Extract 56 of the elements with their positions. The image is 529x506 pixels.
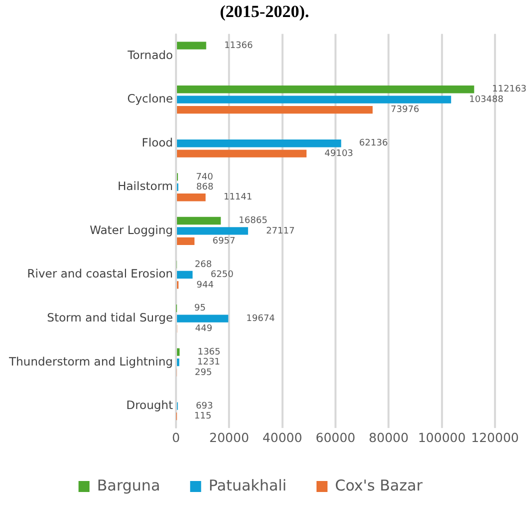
- bar: [176, 140, 342, 148]
- data-label: 268: [194, 260, 212, 270]
- y-tick-label: Hailstorm: [118, 179, 173, 194]
- y-tick-label: Thunderstorm and Lightning: [8, 354, 173, 368]
- data-label: 62136: [359, 138, 388, 149]
- legend-label: Cox's Bazar: [334, 476, 424, 494]
- data-label: 11141: [224, 192, 252, 203]
- data-label: 449: [195, 324, 213, 334]
- data-label: 6250: [210, 270, 234, 280]
- data-label: 112163: [492, 84, 527, 95]
- y-tick-label: River and coastal Erosion: [27, 266, 173, 281]
- y-tick-label: Storm and tidal Surge: [47, 310, 173, 325]
- bar: [176, 106, 373, 114]
- data-label: 693: [196, 401, 214, 412]
- data-label: 1365: [198, 347, 221, 358]
- y-tick-label: Water Logging: [90, 222, 173, 237]
- bar: [176, 314, 228, 322]
- bar: [176, 216, 221, 225]
- bar: [176, 96, 452, 104]
- x-tick-label: 60000: [316, 430, 356, 445]
- bar: [176, 227, 248, 235]
- data-label: 1231: [197, 358, 220, 368]
- data-label: 11366: [224, 40, 254, 51]
- x-tick-label: 0: [172, 430, 180, 445]
- legend-label: Patuakhali: [208, 476, 287, 494]
- data-label: 295: [194, 368, 212, 378]
- x-tick-label: 20000: [209, 430, 250, 445]
- data-label: 27117: [266, 226, 295, 236]
- data-label: 740: [196, 172, 214, 182]
- data-label: 73976: [390, 105, 420, 116]
- bar: [176, 150, 307, 158]
- bar: [176, 86, 474, 94]
- data-label: 19674: [246, 314, 276, 324]
- bar: [176, 270, 193, 279]
- y-tick-label: Drought: [126, 398, 174, 412]
- bar: [176, 237, 194, 245]
- data-label: 944: [196, 280, 214, 290]
- x-tick-label: 80000: [368, 430, 409, 445]
- y-tick-label: Flood: [142, 135, 173, 150]
- x-tick-label: 40000: [262, 430, 302, 445]
- data-label: 95: [194, 304, 206, 314]
- data-label: 49103: [324, 148, 354, 159]
- chart-title: (2015-2020).: [218, 1, 310, 23]
- bar: [176, 42, 206, 50]
- data-label: 115: [194, 412, 212, 422]
- x-tick-label: 100000: [418, 430, 466, 445]
- bar: [176, 194, 206, 202]
- legend-label: Barguna: [97, 476, 160, 494]
- data-label: 103488: [469, 94, 504, 105]
- data-label: 868: [196, 182, 214, 193]
- bar: [176, 348, 180, 356]
- x-tick-label: 120000: [471, 430, 519, 445]
- y-tick-label: Tornado: [126, 48, 173, 62]
- data-label: 6957: [212, 236, 236, 247]
- y-tick-label: Cyclone: [127, 92, 173, 106]
- data-label: 16865: [238, 216, 268, 226]
